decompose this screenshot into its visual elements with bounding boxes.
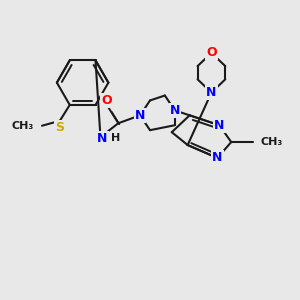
Text: N: N (214, 119, 224, 132)
Text: N: N (97, 132, 108, 145)
Text: H: H (111, 133, 121, 143)
Text: S: S (55, 121, 64, 134)
Text: N: N (135, 109, 145, 122)
Text: CH₃: CH₃ (12, 121, 34, 131)
Text: O: O (101, 94, 112, 107)
Text: O: O (206, 46, 217, 59)
Text: N: N (169, 104, 180, 117)
Text: N: N (206, 86, 217, 99)
Text: N: N (212, 152, 223, 164)
Text: CH₃: CH₃ (261, 137, 283, 147)
